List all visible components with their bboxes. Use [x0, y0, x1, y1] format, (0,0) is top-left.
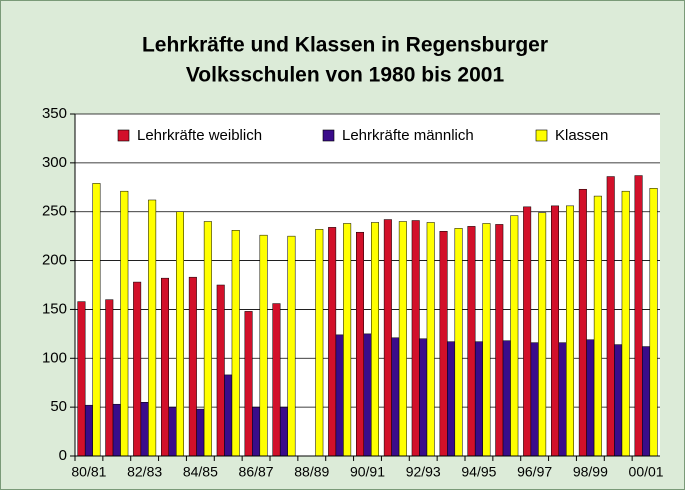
bar — [196, 408, 205, 457]
x-tick-label: 80/81 — [71, 464, 106, 480]
x-tick-label: 00/01 — [629, 464, 664, 480]
x-tick-label: 92/93 — [406, 464, 441, 480]
bar — [586, 339, 595, 457]
bar — [371, 222, 379, 457]
bar — [216, 284, 225, 457]
legend-swatch — [117, 129, 130, 142]
bar — [287, 235, 296, 457]
bar — [259, 234, 268, 457]
bar — [363, 333, 372, 457]
bar — [606, 176, 615, 457]
y-tick-label: 100 — [42, 349, 67, 366]
bar — [454, 228, 463, 457]
bar — [176, 211, 184, 457]
bar — [495, 224, 504, 457]
bar — [224, 374, 233, 457]
bar — [642, 346, 651, 457]
bar — [383, 219, 392, 457]
bar — [279, 406, 288, 457]
bar — [551, 205, 559, 457]
bar — [148, 199, 157, 457]
y-tick-label: 200 — [42, 252, 67, 269]
bar — [593, 195, 602, 457]
bar — [203, 221, 212, 457]
bar — [621, 190, 630, 457]
bar — [161, 277, 169, 457]
chart-title: Lehrkräfte und Klassen in Regensburger — [142, 34, 548, 57]
bar — [614, 344, 623, 457]
bar — [244, 311, 253, 457]
bar — [335, 334, 344, 457]
bar — [510, 215, 519, 457]
bar — [467, 226, 476, 457]
bar — [523, 206, 532, 457]
bar — [530, 342, 539, 457]
legend-label: Klassen — [555, 127, 608, 144]
bar — [558, 342, 567, 457]
bar — [328, 227, 337, 457]
legend-swatch — [535, 129, 548, 142]
bar — [77, 301, 86, 457]
bar — [140, 402, 149, 457]
legend-swatch — [322, 129, 335, 142]
bar — [426, 222, 435, 457]
bar — [482, 223, 491, 457]
bar — [133, 281, 142, 457]
bar — [231, 230, 240, 457]
bar — [411, 220, 420, 457]
x-tick-label: 88/89 — [294, 464, 329, 480]
x-tick-label: 96/97 — [517, 464, 552, 480]
bar — [105, 299, 114, 457]
bar — [315, 229, 324, 457]
bar — [343, 223, 352, 457]
bar — [356, 231, 364, 457]
bar — [649, 188, 658, 457]
y-tick-label: 300 — [42, 154, 67, 171]
bar — [112, 403, 121, 457]
x-tick-label: 90/91 — [350, 464, 385, 480]
bar — [447, 341, 456, 457]
bar — [419, 338, 428, 457]
bar — [391, 337, 400, 457]
x-tick-label: 86/87 — [239, 464, 274, 480]
bar — [272, 303, 281, 457]
x-tick-label: 82/83 — [127, 464, 162, 480]
y-tick-label: 0 — [59, 447, 67, 464]
bar — [566, 205, 574, 457]
y-tick-label: 50 — [50, 398, 67, 415]
bar — [168, 406, 177, 457]
bar — [439, 231, 448, 457]
bar — [474, 341, 483, 457]
bar — [634, 175, 643, 457]
bar — [188, 276, 197, 457]
legend-box — [100, 118, 640, 154]
bar — [92, 183, 101, 457]
chart-title: Volksschulen von 1980 bis 2001 — [186, 64, 505, 87]
y-tick-label: 250 — [42, 203, 67, 220]
bar — [398, 221, 407, 457]
bar — [502, 340, 511, 457]
legend-label: Lehrkräfte weiblich — [137, 127, 262, 144]
legend-label: Lehrkräfte männlich — [342, 127, 474, 144]
x-tick-label: 98/99 — [573, 464, 608, 480]
bar — [252, 406, 261, 457]
bar — [84, 404, 93, 457]
x-tick-label: 84/85 — [183, 464, 218, 480]
y-tick-label: 150 — [42, 300, 67, 317]
x-tick-label: 94/95 — [461, 464, 496, 480]
y-tick-label: 350 — [42, 105, 67, 122]
bar — [578, 188, 587, 457]
bar — [120, 190, 129, 457]
bar — [538, 212, 547, 457]
